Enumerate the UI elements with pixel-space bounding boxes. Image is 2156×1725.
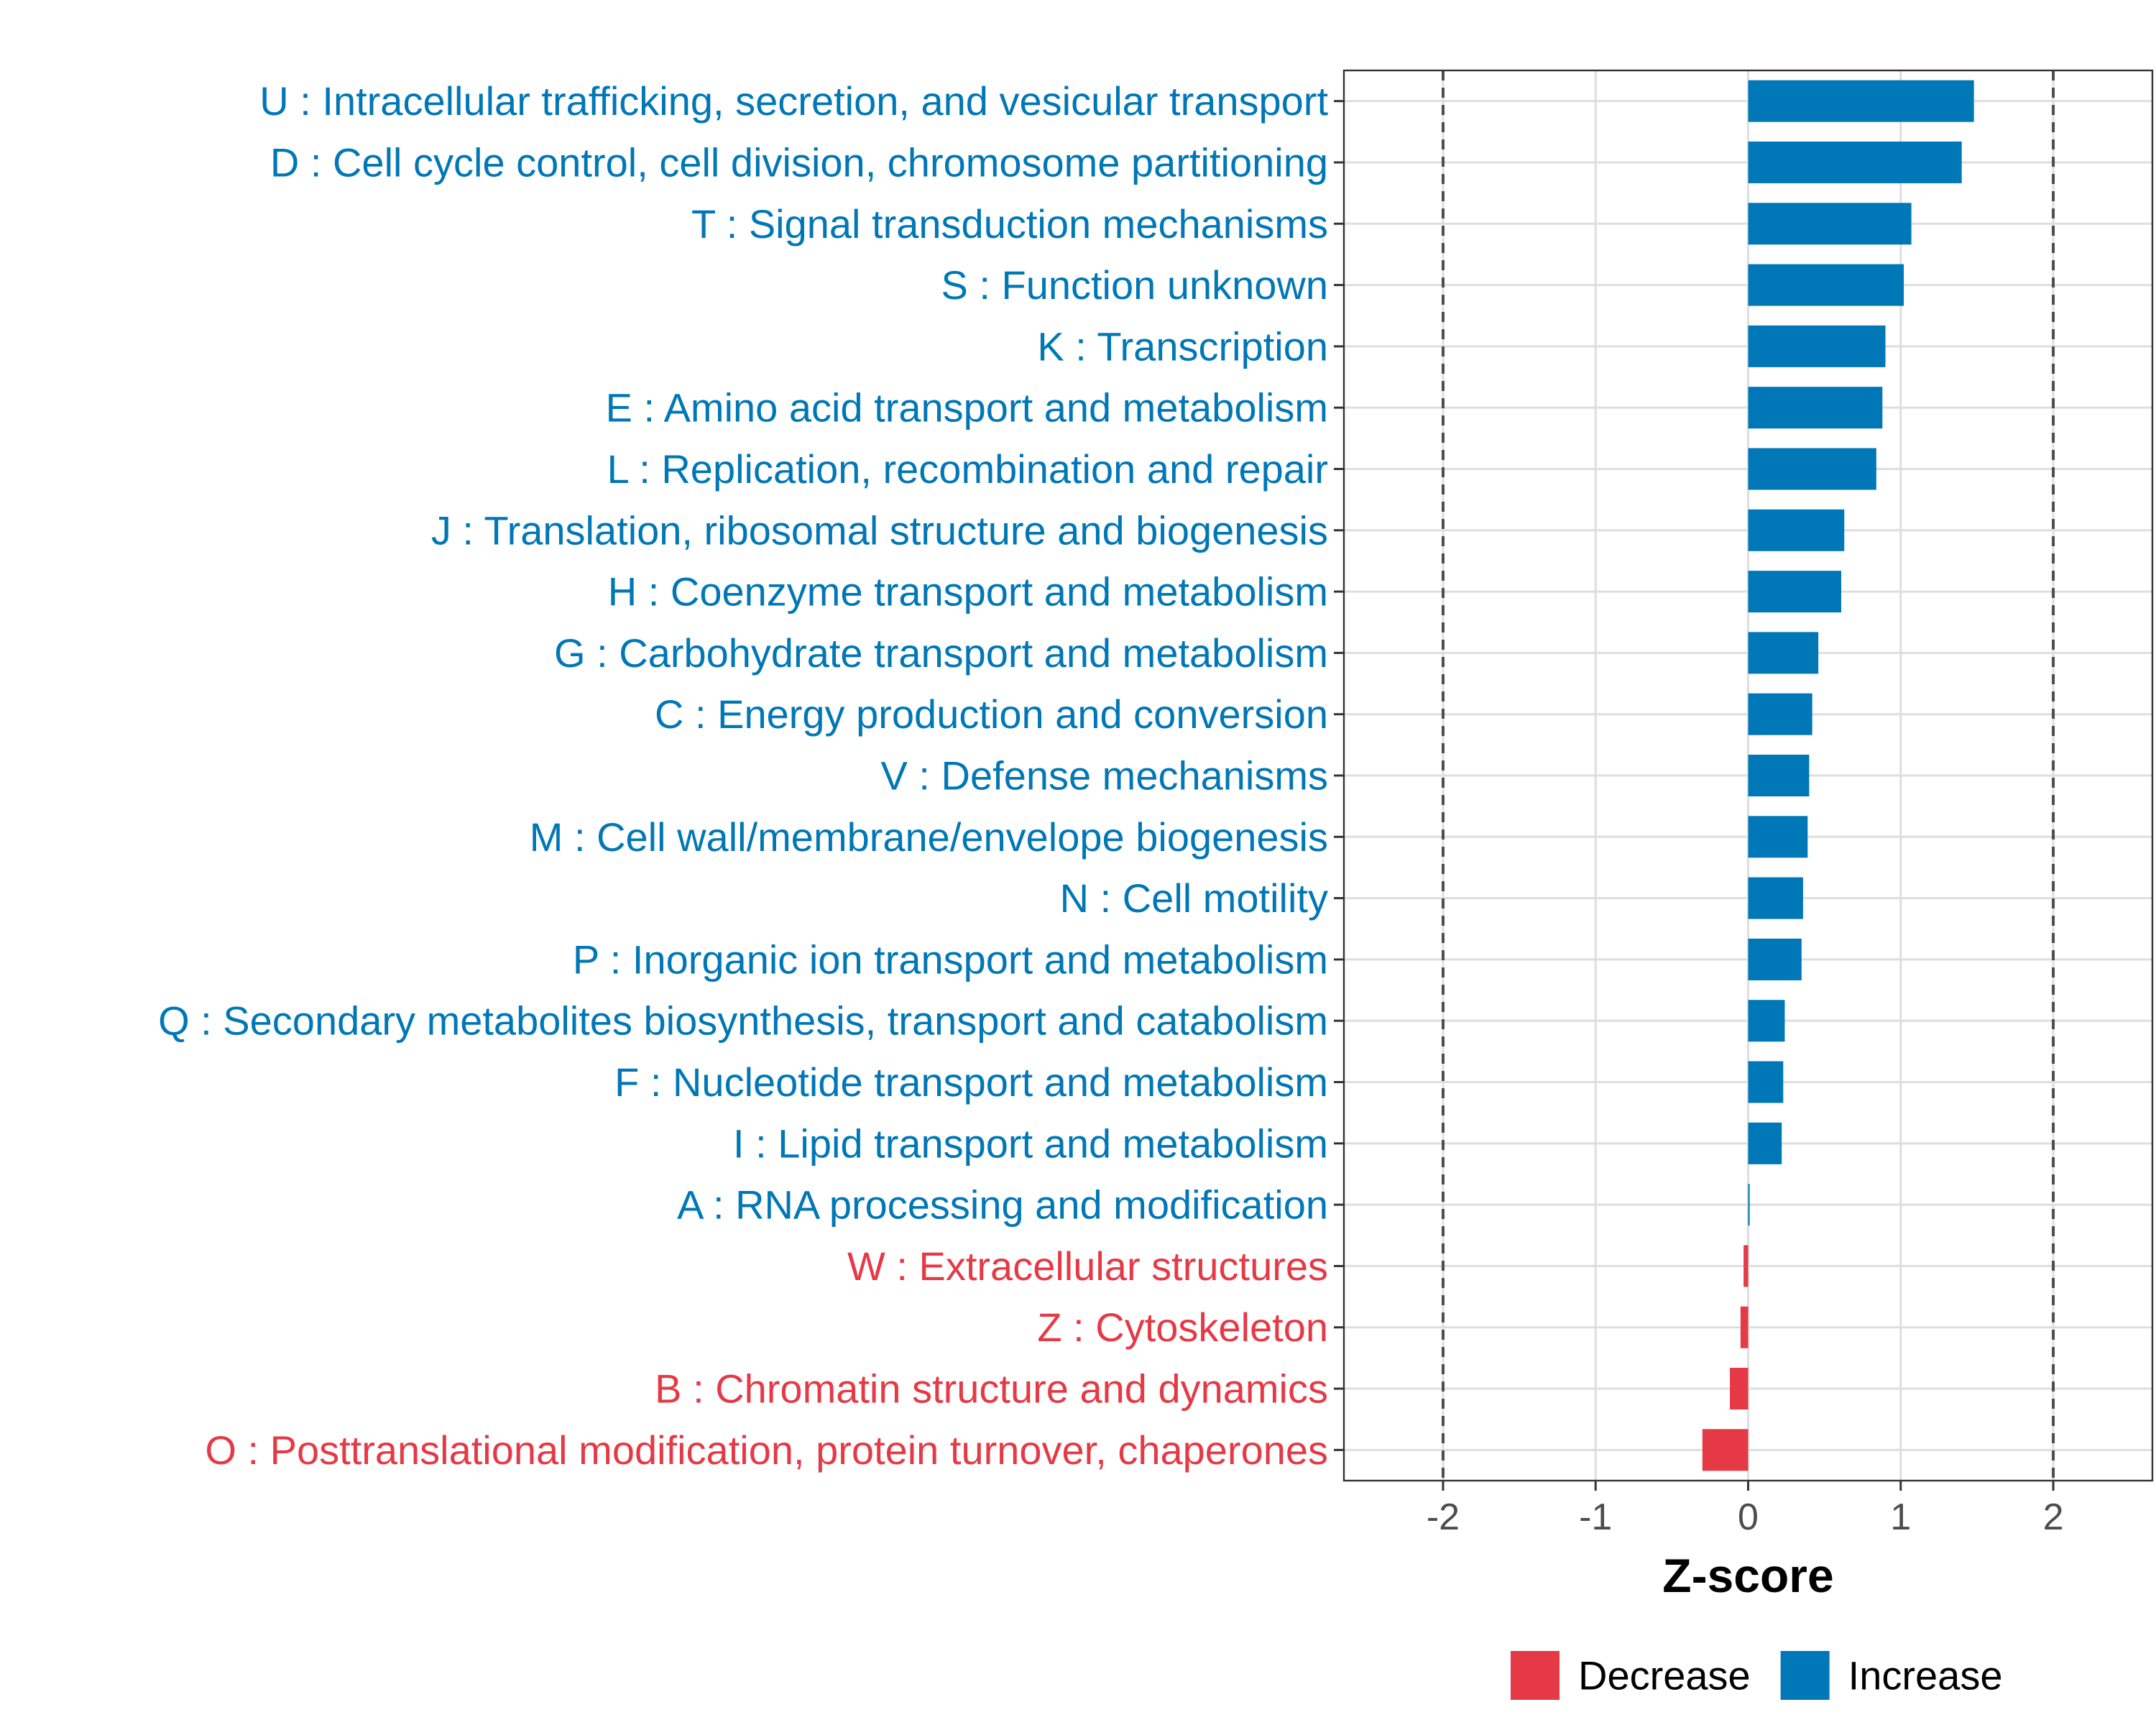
category-label: T : Signal transduction mechanisms bbox=[691, 201, 1328, 247]
category-label: J : Translation, ribosomal structure and… bbox=[431, 507, 1328, 553]
bar bbox=[1748, 325, 1886, 367]
category-label: N : Cell motility bbox=[1060, 875, 1328, 921]
bar bbox=[1748, 693, 1812, 735]
category-label: L : Replication, recombination and repai… bbox=[607, 446, 1328, 492]
category-label: M : Cell wall/membrane/envelope biogenes… bbox=[530, 814, 1328, 860]
bar bbox=[1748, 754, 1810, 797]
category-label: I : Lipid transport and metabolism bbox=[733, 1121, 1328, 1166]
category-label: H : Coenzyme transport and metabolism bbox=[608, 569, 1328, 615]
bar bbox=[1748, 387, 1883, 429]
legend-swatch bbox=[1780, 1651, 1830, 1700]
reference-lines bbox=[1441, 70, 2055, 1481]
x-axis-ticks: -2 -1 0 1 2 bbox=[1427, 1481, 2064, 1538]
category-label: A : RNA processing and modification bbox=[677, 1182, 1328, 1228]
bar bbox=[1702, 1429, 1749, 1471]
bar bbox=[1748, 203, 1912, 245]
x-tick-label: -1 bbox=[1579, 1496, 1612, 1538]
legend-label: Increase bbox=[1848, 1653, 2003, 1698]
category-label: S : Function unknown bbox=[941, 262, 1328, 308]
category-label: K : Transcription bbox=[1037, 323, 1328, 369]
category-label: C : Energy production and conversion bbox=[655, 691, 1328, 737]
bar bbox=[1748, 632, 1819, 674]
bar bbox=[1748, 80, 1974, 122]
category-label: E : Amino acid transport and metabolism bbox=[606, 385, 1328, 431]
bar bbox=[1748, 571, 1841, 613]
bar bbox=[1748, 509, 1845, 551]
category-label: Q : Secondary metabolites biosynthesis, … bbox=[158, 998, 1328, 1044]
bar bbox=[1748, 816, 1808, 858]
category-label: O : Posttranslational modification, prot… bbox=[205, 1427, 1328, 1473]
category-label: W : Extracellular structures bbox=[847, 1243, 1328, 1289]
x-tick-label: 1 bbox=[1890, 1496, 1911, 1538]
x-tick-label: 0 bbox=[1738, 1496, 1759, 1538]
x-tick-label: -2 bbox=[1427, 1496, 1460, 1538]
bar bbox=[1748, 448, 1876, 490]
bar-layer bbox=[1702, 80, 1974, 1471]
x-tick-label: 2 bbox=[2043, 1496, 2064, 1538]
bar bbox=[1743, 1245, 1749, 1287]
bar bbox=[1740, 1306, 1749, 1348]
bar bbox=[1730, 1368, 1749, 1410]
category-label: B : Chromatin structure and dynamics bbox=[655, 1366, 1328, 1412]
category-labels: U : Intracellular trafficking, secretion… bbox=[158, 78, 1328, 1473]
bar bbox=[1748, 938, 1802, 980]
bar bbox=[1748, 1000, 1785, 1042]
category-label: F : Nucleotide transport and metabolism bbox=[614, 1059, 1328, 1105]
y-axis-ticks bbox=[1334, 100, 1344, 1451]
legend: Decrease Increase bbox=[1511, 1651, 2002, 1700]
bar bbox=[1748, 1122, 1782, 1164]
category-label: D : Cell cycle control, cell division, c… bbox=[270, 139, 1328, 185]
legend-label: Decrease bbox=[1578, 1653, 1751, 1698]
category-label: U : Intracellular trafficking, secretion… bbox=[259, 78, 1328, 124]
category-label: P : Inorganic ion transport and metaboli… bbox=[573, 937, 1328, 982]
category-label: V : Defense mechanisms bbox=[881, 753, 1328, 799]
x-axis-title: Z-score bbox=[1662, 1549, 1833, 1602]
category-label: Z : Cytoskeleton bbox=[1037, 1305, 1328, 1350]
bar bbox=[1748, 264, 1904, 306]
bar bbox=[1748, 1184, 1750, 1226]
category-label: G : Carbohydrate transport and metabolis… bbox=[554, 630, 1328, 676]
bar bbox=[1748, 1061, 1784, 1103]
legend-swatch bbox=[1511, 1651, 1560, 1700]
bar bbox=[1748, 141, 1962, 183]
bar bbox=[1748, 877, 1803, 919]
